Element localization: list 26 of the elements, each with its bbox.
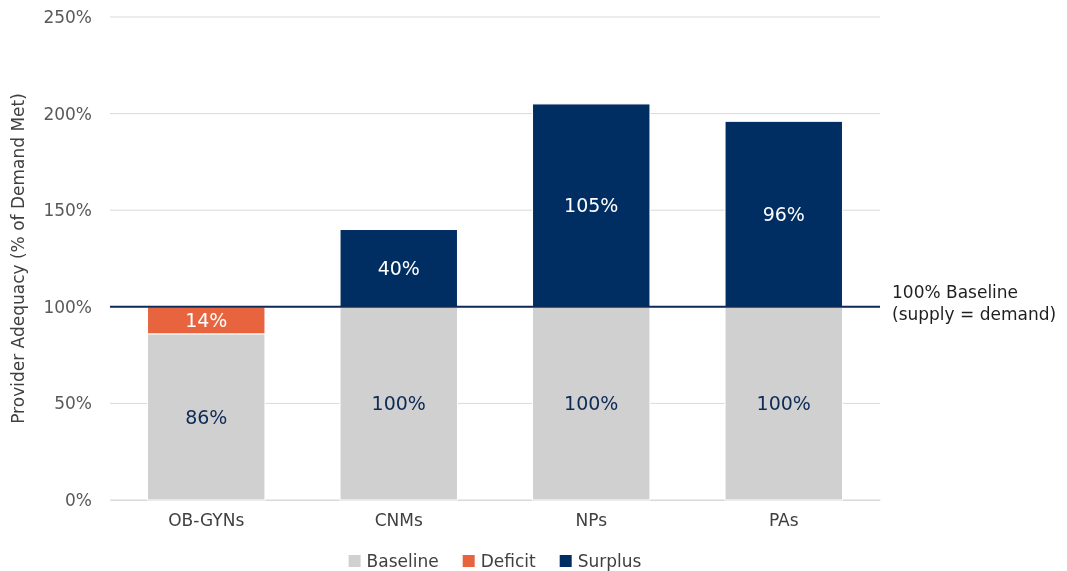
y-tick-label: 0% (65, 489, 92, 510)
ref-line-label: 100% Baseline (supply = demand) (892, 281, 1057, 324)
bar (532, 103, 651, 308)
x-tick-label: PAs (768, 510, 799, 531)
y-tick-label: 250% (43, 6, 92, 27)
data-label: 100% (564, 392, 619, 415)
bar (724, 120, 843, 308)
data-label: 96% (762, 202, 805, 225)
y-tick-label: 50% (54, 393, 92, 414)
x-tick-label: CNMs (374, 510, 423, 531)
data-label: 40% (377, 256, 420, 279)
data-label: 100% (371, 392, 426, 415)
bar (339, 229, 458, 308)
data-label: 14% (185, 308, 228, 331)
x-tick-label: NPs (575, 510, 608, 531)
y-axis-title: Provider Adequacy (% of Demand Met) (8, 93, 28, 424)
data-label: 86% (185, 405, 228, 428)
legend-label: Deficit (480, 550, 537, 571)
y-tick-label: 100% (43, 296, 92, 317)
x-tick-label: OB-GYNs (168, 510, 245, 531)
y-tick-label: 150% (43, 200, 92, 221)
data-label: 100% (756, 392, 811, 415)
data-label: 105% (564, 194, 619, 217)
y-tick-label: 200% (43, 103, 92, 124)
legend-label: Surplus (577, 550, 642, 571)
legend-label: Baseline (366, 550, 439, 571)
